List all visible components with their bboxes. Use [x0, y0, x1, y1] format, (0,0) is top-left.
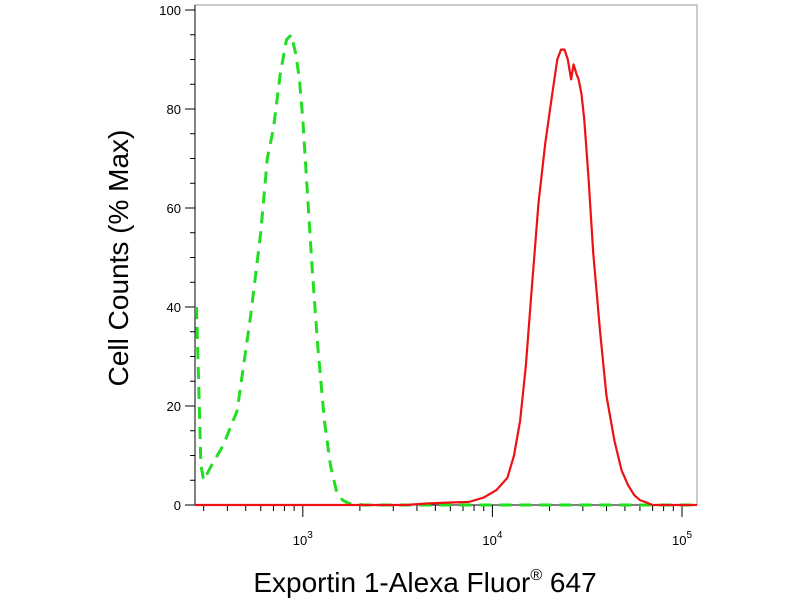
- y-axis-title: Cell Counts (% Max): [103, 130, 134, 387]
- x-tick-label: 104: [482, 530, 502, 548]
- y-tick-label: 100: [159, 3, 181, 18]
- series-group: [195, 33, 697, 507]
- series-line-2: [195, 48, 697, 507]
- x-axis-title: Exportin 1-Alexa Fluor® 647: [253, 567, 596, 598]
- x-axis-title-sup: ®: [530, 567, 542, 584]
- x-axis-title-suffix: 647: [542, 567, 597, 598]
- y-tick-label: 20: [167, 399, 181, 414]
- y-tick-label: 40: [167, 300, 181, 315]
- series-line-1: [195, 33, 697, 507]
- plot-frame: [194, 4, 698, 506]
- x-tick-label: 103: [293, 530, 313, 548]
- x-tick-label: 105: [672, 530, 692, 548]
- y-tick-label: 0: [174, 498, 181, 513]
- x-axis: 103 104 105: [195, 504, 697, 548]
- y-tick-label: 80: [167, 102, 181, 117]
- y-axis: 0 20 40 60 80 100: [159, 3, 196, 513]
- y-tick-label: 60: [167, 201, 181, 216]
- x-axis-title-main: Exportin 1-Alexa Fluor: [253, 567, 530, 598]
